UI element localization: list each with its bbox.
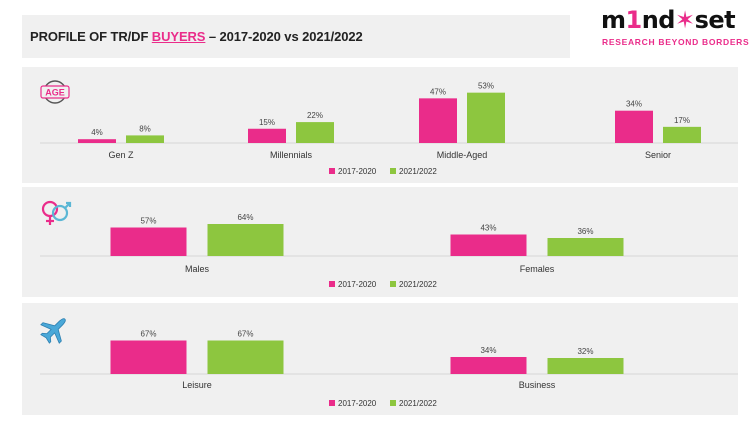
logo-tagline: RESEARCH BEYOND BORDERS xyxy=(602,37,750,47)
category-label-age-1: Millennials xyxy=(270,150,313,160)
legend-swatch-gender-0 xyxy=(329,281,335,287)
title-prefix: PROFILE OF TR/DF xyxy=(30,29,152,44)
bar-gender-1-1 xyxy=(547,238,624,256)
age-chart: AGE 4% 8% Gen Z 15% 22% Millennials 47% 53% Midd… xyxy=(40,80,738,176)
category-label-purpose-1: Business xyxy=(519,380,556,390)
bar-age-0-1 xyxy=(126,135,164,143)
bar-age-0-0 xyxy=(78,139,116,143)
age-chart-panel: AGE 4% 8% Gen Z 15% 22% Millennials 47% 53% Midd… xyxy=(22,67,738,183)
data-label-gender-1-1: 36% xyxy=(577,227,593,236)
bar-age-2-0 xyxy=(419,98,457,143)
bar-purpose-0-0 xyxy=(110,340,187,374)
data-label-purpose-1-1: 32% xyxy=(577,347,593,356)
bar-age-1-0 xyxy=(248,128,286,143)
legend-label-gender-0: 2017-2020 xyxy=(338,280,377,289)
bar-purpose-1-1 xyxy=(547,358,624,374)
data-label-age-3-0: 34% xyxy=(626,100,642,109)
age-icon-text: AGE xyxy=(45,88,65,98)
category-label-age-0: Gen Z xyxy=(108,150,134,160)
bar-gender-0-0 xyxy=(110,227,187,256)
data-label-age-1-1: 22% xyxy=(307,111,323,120)
bar-age-3-1 xyxy=(663,126,701,143)
data-label-age-0-1: 8% xyxy=(139,124,151,133)
bar-age-2-1 xyxy=(467,92,505,143)
legend-label-purpose-1: 2021/2022 xyxy=(399,399,437,408)
category-label-age-3: Senior xyxy=(645,150,671,160)
category-label-gender-0: Males xyxy=(185,264,210,274)
data-label-age-0-0: 4% xyxy=(91,128,103,137)
logo-part-c: nd xyxy=(641,6,676,34)
logo-wordmark: m1nd✶set xyxy=(601,6,736,34)
purpose-chart: 67% 67% Leisure 34% 32% Business 2017-2020 2021… xyxy=(40,318,738,408)
purpose-chart-panel: 67% 67% Leisure 34% 32% Business 2017-2020 2021… xyxy=(22,303,738,415)
category-label-age-2: Middle-Aged xyxy=(437,150,488,160)
legend-label-gender-1: 2021/2022 xyxy=(399,280,437,289)
gender-icon xyxy=(41,200,72,225)
brand-logo: m1nd✶set RESEARCH BEYOND BORDERS xyxy=(597,4,750,52)
data-label-age-1-0: 15% xyxy=(259,118,275,127)
data-label-age-2-1: 53% xyxy=(478,82,494,91)
bar-purpose-0-1 xyxy=(207,340,284,374)
data-label-age-3-1: 17% xyxy=(674,116,690,125)
legend-label-purpose-0: 2017-2020 xyxy=(338,399,377,408)
page-title: PROFILE OF TR/DF BUYERS – 2017-2020 vs 2… xyxy=(30,29,363,44)
data-label-gender-1-0: 43% xyxy=(480,224,496,233)
legend-swatch-purpose-0 xyxy=(329,400,335,406)
header-bar: PROFILE OF TR/DF BUYERS – 2017-2020 vs 2… xyxy=(22,15,570,58)
bar-age-3-0 xyxy=(615,110,653,143)
data-label-purpose-1-0: 34% xyxy=(480,346,496,355)
data-label-purpose-0-1: 67% xyxy=(237,330,253,339)
legend-swatch-purpose-1 xyxy=(390,400,396,406)
bar-age-1-1 xyxy=(296,122,334,143)
category-label-gender-1: Females xyxy=(520,264,555,274)
data-label-age-2-0: 47% xyxy=(430,87,446,96)
logo-part-b: 1 xyxy=(625,6,643,34)
bar-gender-0-1 xyxy=(207,224,284,256)
data-label-purpose-0-0: 67% xyxy=(140,330,156,339)
gender-chart: 57% 64% Males 43% 36% Females 2017-2020 2021/20… xyxy=(40,200,738,289)
category-label-purpose-0: Leisure xyxy=(182,380,212,390)
title-highlight: BUYERS xyxy=(151,29,206,44)
legend-swatch-gender-1 xyxy=(390,281,396,287)
legend-label-age-1: 2021/2022 xyxy=(399,167,437,176)
legend-swatch-age-1 xyxy=(390,168,396,174)
age-icon: AGE xyxy=(40,80,70,104)
legend-swatch-age-0 xyxy=(329,168,335,174)
logo-part-d: set xyxy=(694,6,736,34)
legend-label-age-0: 2017-2020 xyxy=(338,167,377,176)
logo-star-icon: ✶ xyxy=(674,6,695,34)
bar-gender-1-0 xyxy=(450,234,527,256)
logo-part-a: m xyxy=(601,6,626,34)
data-label-gender-0-0: 57% xyxy=(140,217,156,226)
bar-purpose-1-0 xyxy=(450,357,527,374)
airplane-icon xyxy=(40,318,66,344)
title-suffix: – 2017-2020 vs 2021/2022 xyxy=(205,29,363,44)
gender-chart-panel: 57% 64% Males 43% 36% Females 2017-2020 2021/20… xyxy=(22,187,738,297)
data-label-gender-0-1: 64% xyxy=(237,213,253,222)
